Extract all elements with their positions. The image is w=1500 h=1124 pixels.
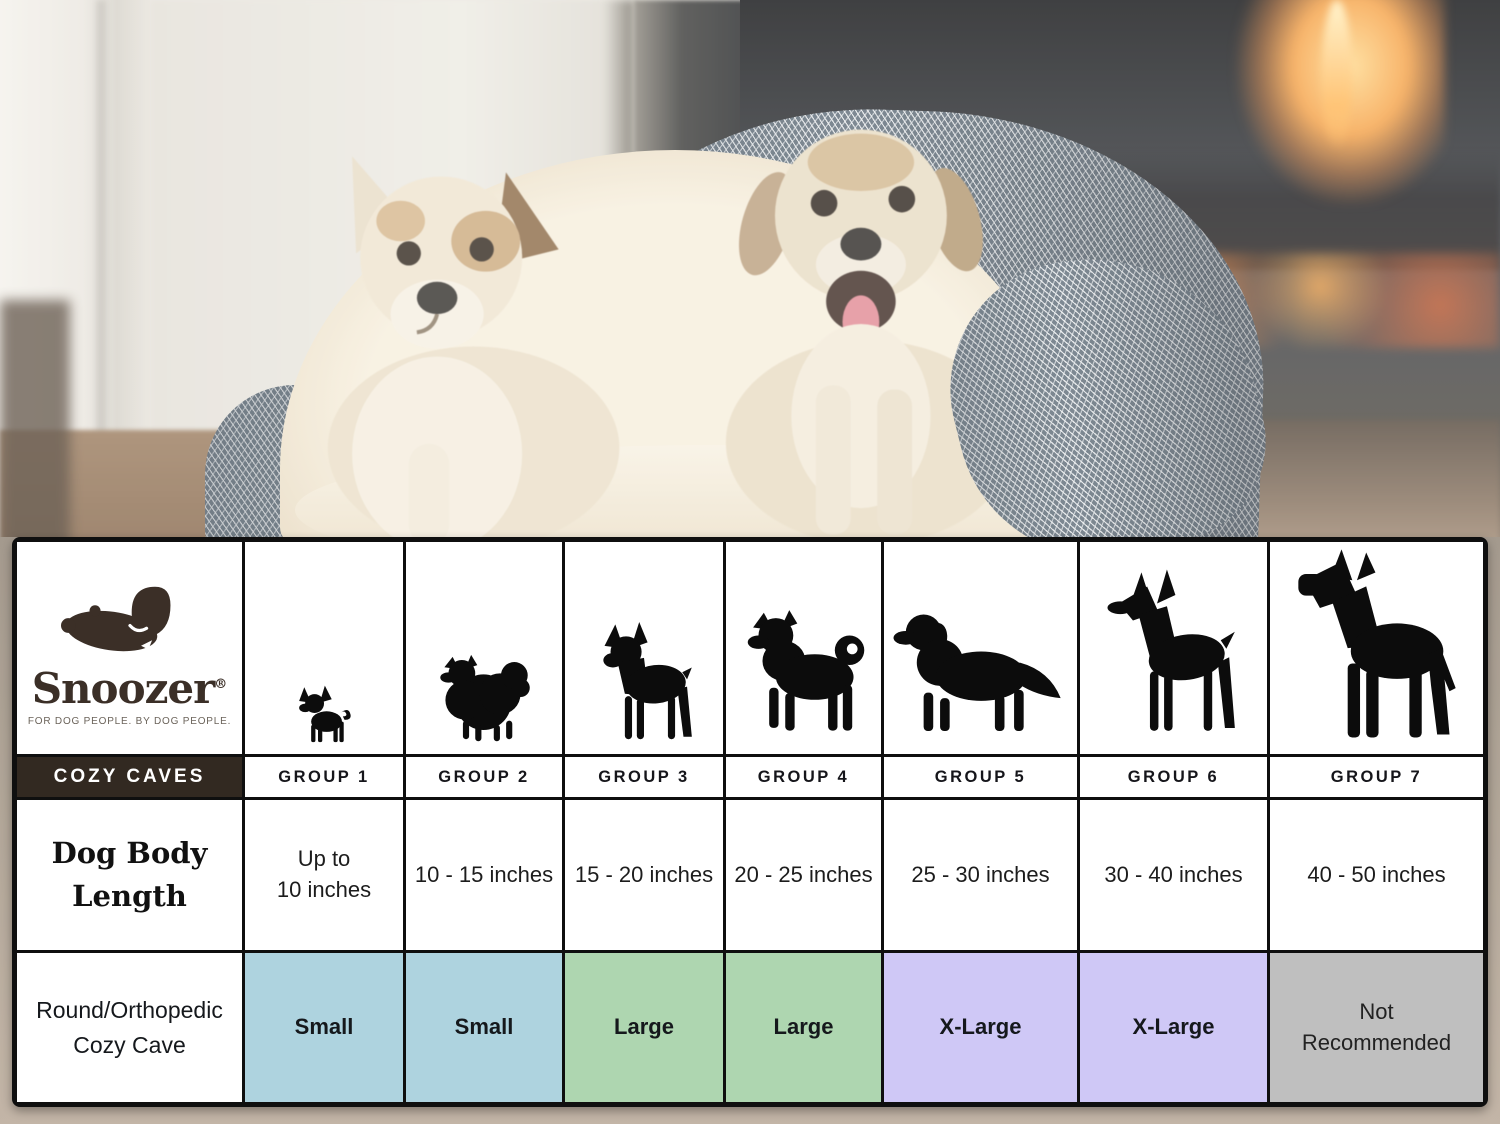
group-4-header: GROUP 4 (726, 757, 881, 797)
golden-retriever-silhouette-icon (893, 614, 1061, 732)
registered-mark: ® (214, 676, 228, 692)
recommended-size-group3: Large (565, 953, 723, 1102)
group-7-header: GROUP 7 (1270, 757, 1483, 797)
chihuahua-silhouette-icon (299, 685, 351, 743)
dog-size-illustration-group2 (406, 542, 562, 754)
body-length-group5: 25 - 30 inches (884, 800, 1077, 950)
recommended-size-group2: Small (406, 953, 562, 1102)
group-1-header: GROUP 1 (245, 757, 403, 797)
group-5-header: GROUP 5 (884, 757, 1077, 797)
recommended-size-group1: Small (245, 953, 403, 1102)
recommended-size-group5: X-Large (884, 953, 1077, 1102)
furniture-shadow (0, 300, 70, 560)
terrier-dog-left (327, 156, 620, 545)
group-3-header: GROUP 3 (565, 757, 723, 797)
group-6-header: GROUP 6 (1080, 757, 1267, 797)
doberman-silhouette-icon (1106, 569, 1235, 731)
brand-logo-cell: Snoozer® FOR DOG PEOPLE. BY DOG PEOPLE. (17, 542, 242, 754)
product-row-header: Round/Orthopedic Cozy Cave (17, 953, 242, 1102)
brand-wordmark: Snoozer® (31, 663, 228, 713)
recommended-size-group6: X-Large (1080, 953, 1267, 1102)
terrier-dog-right (725, 129, 1013, 545)
body-length-group3: 15 - 20 inches (565, 800, 723, 950)
snoozer-dog-logo-icon (60, 586, 170, 651)
molding-shadow (96, 0, 106, 560)
brand-tagline: FOR DOG PEOPLE. BY DOG PEOPLE. (27, 715, 232, 727)
fireplace-flame (1322, 0, 1352, 150)
recommended-size-group7: Not Recommended (1270, 953, 1483, 1102)
body-length-row-header: Dog Body Length (17, 800, 242, 950)
pomeranian-silhouette-icon (440, 654, 530, 742)
dog-size-illustration-group6 (1080, 542, 1267, 754)
series-label-band: COZY CAVES (17, 757, 242, 797)
size-chart-table: Snoozer® FOR DOG PEOPLE. BY DOG PEOPLE. (12, 537, 1488, 1107)
shiba-inu-silhouette-icon (747, 610, 864, 731)
dog-size-illustration-group7 (1270, 542, 1483, 754)
body-length-group4: 20 - 25 inches (726, 800, 881, 950)
body-length-group2: 10 - 15 inches (406, 800, 562, 950)
dog-size-illustration-group1 (245, 542, 403, 754)
dog-size-illustration-group3 (565, 542, 723, 754)
boston-terrier-silhouette-icon (603, 622, 692, 740)
dog-size-illustration-group4 (726, 542, 881, 754)
great-dane-silhouette-icon (1297, 549, 1456, 738)
dog-size-illustration-group5 (884, 542, 1077, 754)
recommended-size-group4: Large (726, 953, 881, 1102)
body-length-group7: 40 - 50 inches (1270, 800, 1483, 950)
body-length-group6: 30 - 40 inches (1080, 800, 1267, 950)
body-length-group1: Up to 10 inches (245, 800, 403, 950)
group-2-header: GROUP 2 (406, 757, 562, 797)
